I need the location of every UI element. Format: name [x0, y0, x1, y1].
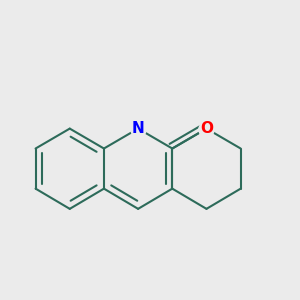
Text: O: O — [200, 121, 213, 136]
Text: N: N — [132, 121, 145, 136]
